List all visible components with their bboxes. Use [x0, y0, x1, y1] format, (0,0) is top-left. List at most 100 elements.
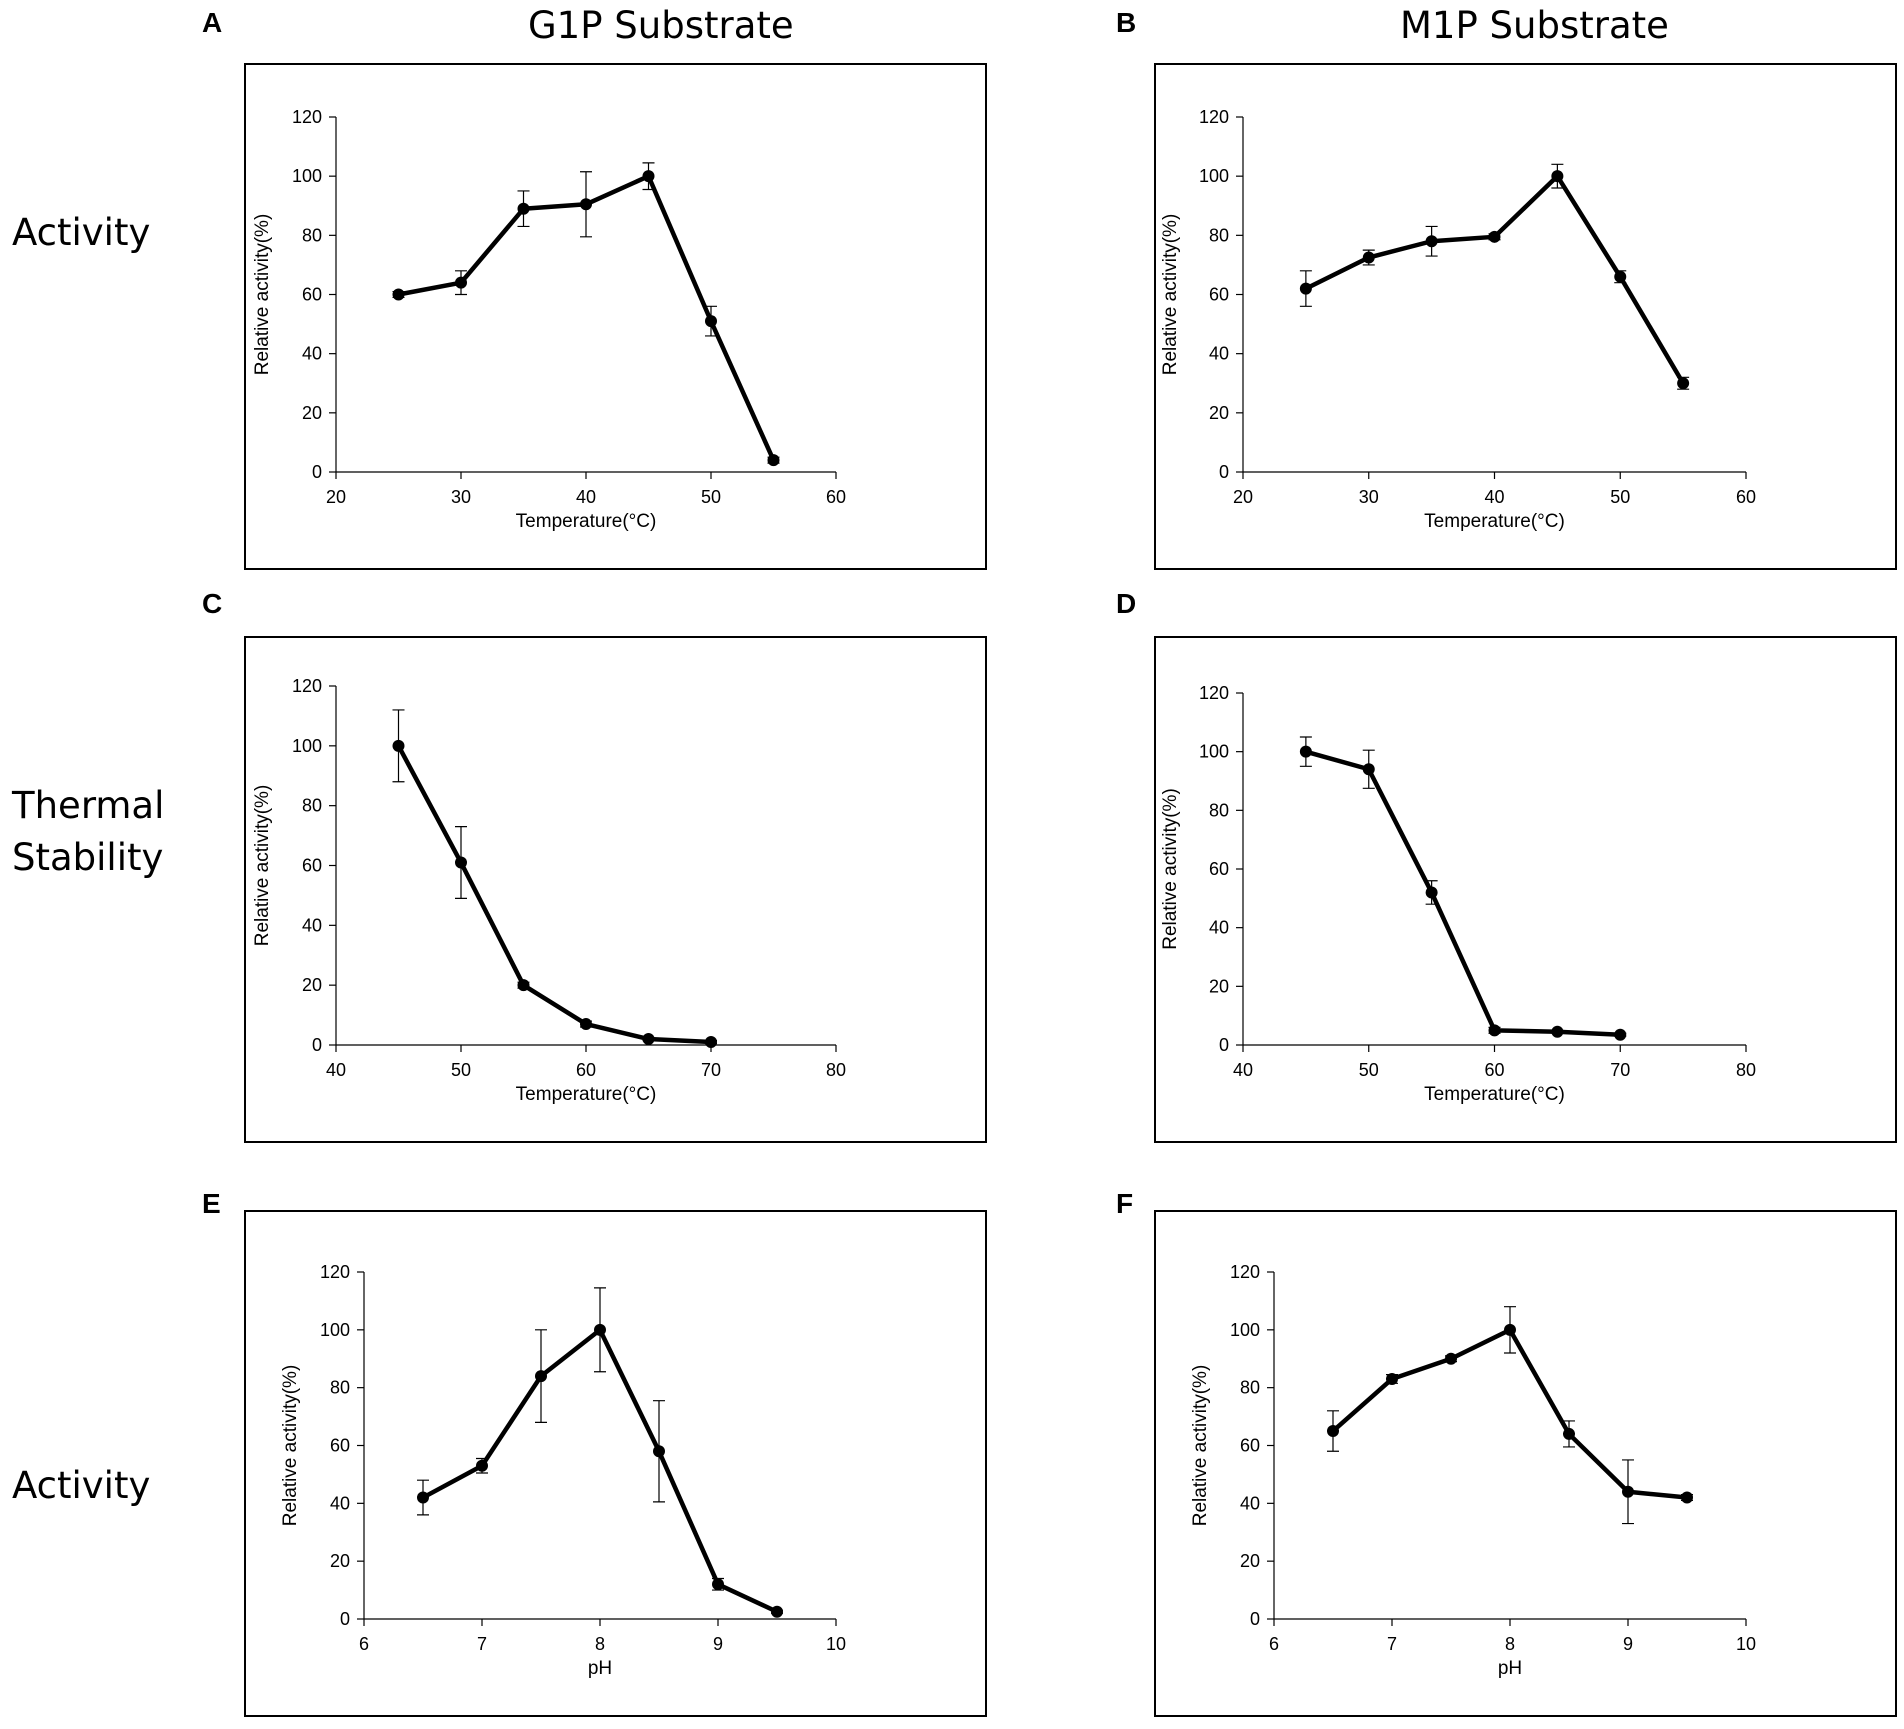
y-tick-label: 100 — [1199, 742, 1229, 762]
y-tick-label: 120 — [1199, 107, 1229, 127]
x-axis-label: Temperature(°C) — [516, 1084, 657, 1105]
data-point — [1677, 377, 1690, 390]
x-axis-label: pH — [588, 1658, 612, 1679]
column-title-g1p: G1P Substrate — [528, 4, 794, 47]
chart-c: 0 20 40 60 80 100 120 40 50 60 70 80 Temperature(°C)… — [252, 676, 846, 1105]
x-axis-label: Temperature(°C) — [1424, 1084, 1565, 1105]
x-tick-label: 30 — [451, 487, 471, 507]
data-point — [1386, 1372, 1398, 1385]
series-line — [1305, 749, 1621, 1037]
panel-letter-f: F — [1116, 1188, 1134, 1219]
x-tick-label: 10 — [1736, 1634, 1756, 1654]
chart-panel-b: B 0 20 40 60 80 100 120 20 30 40 50 60 Temperature(°… — [1116, 7, 1897, 570]
y-tick-label: 100 — [1230, 1320, 1260, 1340]
y-tick-label: 40 — [1209, 344, 1229, 364]
data-point — [517, 202, 530, 215]
x-tick-label: 8 — [595, 1634, 605, 1654]
x-tick-label: 40 — [576, 487, 596, 507]
y-axis-label: Relative activity(%) — [1190, 1365, 1211, 1527]
data-point — [1563, 1427, 1575, 1440]
x-tick-label: 60 — [826, 487, 846, 507]
y-tick-label: 40 — [302, 915, 322, 935]
data-point — [455, 276, 467, 289]
x-tick-label: 6 — [359, 1634, 369, 1654]
row-label-activity-ph: Activity — [12, 1464, 151, 1507]
y-tick-label: 20 — [330, 1551, 350, 1571]
data-point — [771, 1605, 783, 1618]
y-tick-label: 100 — [1199, 166, 1229, 186]
x-tick-label: 7 — [477, 1634, 487, 1654]
y-tick-label: 100 — [320, 1320, 350, 1340]
x-tick-label: 20 — [1233, 487, 1253, 507]
data-point — [642, 170, 655, 183]
data-point — [580, 198, 592, 211]
chart-panel-a: A 0 20 40 60 80 100 120 20 30 40 50 60 Temperature(°… — [202, 7, 987, 570]
data-point — [594, 1323, 606, 1336]
y-tick-label: 60 — [1209, 859, 1229, 879]
x-tick-label: 6 — [1269, 1634, 1279, 1654]
x-tick-label: 40 — [1484, 487, 1504, 507]
data-point — [712, 1578, 724, 1591]
series-line — [1331, 1327, 1688, 1500]
y-tick-label: 20 — [302, 975, 322, 995]
data-point — [476, 1459, 488, 1472]
x-tick-label: 60 — [576, 1060, 596, 1080]
y-axis-label: Relative activity(%) — [252, 785, 273, 947]
data-point — [642, 1033, 655, 1046]
y-tick-label: 60 — [302, 285, 322, 305]
y-axis-label: Relative activity(%) — [280, 1365, 301, 1527]
data-point — [417, 1491, 429, 1504]
data-point — [392, 739, 405, 752]
x-axis-label: Temperature(°C) — [1424, 511, 1565, 532]
y-tick-label: 120 — [292, 676, 322, 696]
y-tick-label: 80 — [302, 796, 322, 816]
x-tick-label: 60 — [1736, 487, 1756, 507]
data-point — [455, 856, 467, 869]
y-tick-label: 20 — [1209, 403, 1229, 423]
x-tick-label: 8 — [1505, 1634, 1515, 1654]
data-point — [1504, 1323, 1516, 1336]
chart-panel-d: D 0 20 40 60 80 100 120 40 50 60 70 80 Temperature(°… — [1116, 588, 1897, 1143]
x-tick-label: 9 — [1623, 1634, 1633, 1654]
data-point — [392, 288, 405, 301]
chart-panel-e: E 0 20 40 60 80 100 120 6 7 8 9 10 pH Relative activi… — [202, 1188, 987, 1717]
data-point — [1551, 170, 1564, 183]
data-point — [1622, 1485, 1634, 1498]
data-point — [705, 315, 717, 328]
data-point — [535, 1370, 547, 1383]
y-tick-label: 80 — [330, 1378, 350, 1398]
x-tick-label: 70 — [701, 1060, 721, 1080]
data-point — [1614, 270, 1627, 283]
data-point — [1681, 1491, 1693, 1504]
y-tick-label: 100 — [292, 736, 322, 756]
y-tick-label: 120 — [292, 107, 322, 127]
chart-d: 0 20 40 60 80 100 120 40 50 60 70 80 Temperature(°C)… — [1160, 683, 1756, 1105]
panel-letter-a: A — [202, 7, 223, 38]
x-axis-label: Temperature(°C) — [516, 511, 657, 532]
y-tick-label: 60 — [1209, 285, 1229, 305]
data-point — [1299, 282, 1312, 295]
series-line — [1304, 173, 1686, 385]
y-tick-label: 0 — [1250, 1609, 1260, 1629]
y-tick-label: 0 — [340, 1609, 350, 1629]
x-tick-label: 80 — [1736, 1060, 1756, 1080]
y-tick-label: 120 — [320, 1262, 350, 1282]
data-point — [705, 1036, 717, 1049]
y-tick-label: 20 — [1240, 1551, 1260, 1571]
x-tick-label: 70 — [1610, 1060, 1630, 1080]
y-tick-label: 20 — [1209, 976, 1229, 996]
x-tick-label: 60 — [1484, 1060, 1504, 1080]
x-tick-label: 30 — [1359, 487, 1379, 507]
chart-e: 0 20 40 60 80 100 120 6 7 8 9 10 pH Relative activity… — [280, 1262, 846, 1679]
y-tick-label: 80 — [1240, 1378, 1260, 1398]
panel-letter-e: E — [202, 1188, 221, 1219]
x-tick-label: 10 — [826, 1634, 846, 1654]
y-tick-label: 40 — [302, 344, 322, 364]
y-axis-label: Relative activity(%) — [252, 214, 273, 376]
data-point — [1551, 1025, 1564, 1038]
x-axis-label: pH — [1498, 1658, 1522, 1679]
x-tick-label: 50 — [451, 1060, 471, 1080]
y-tick-label: 100 — [292, 166, 322, 186]
